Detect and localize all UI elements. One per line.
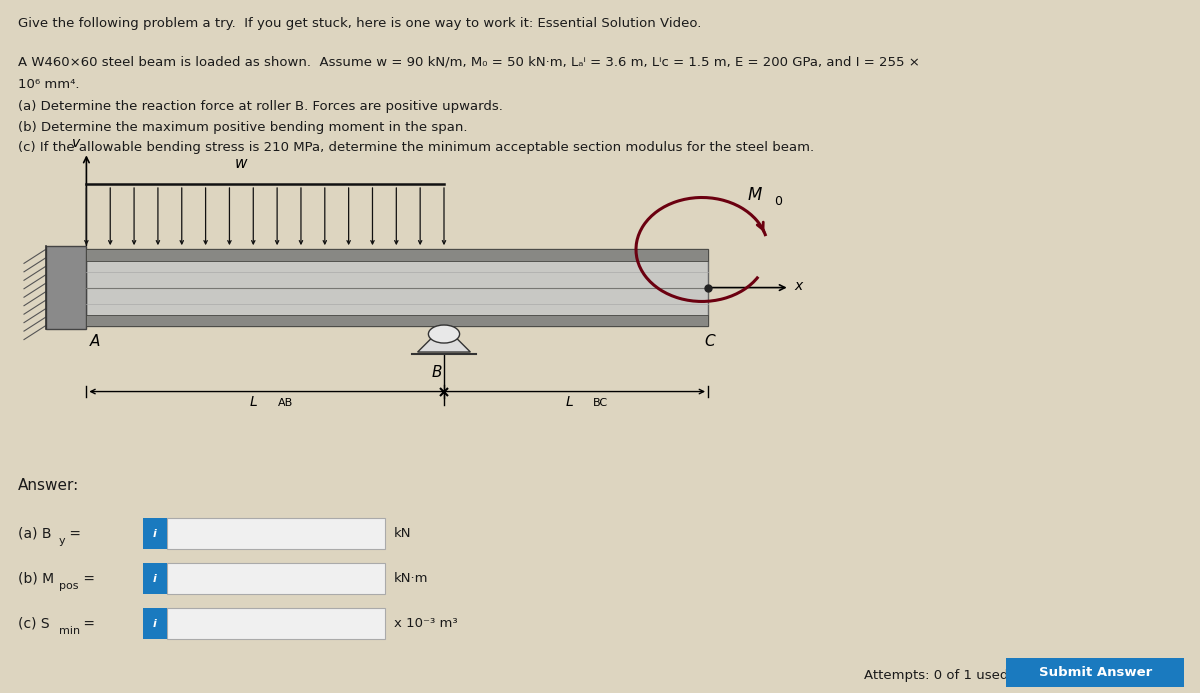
FancyBboxPatch shape	[167, 563, 385, 594]
Text: =: =	[79, 617, 95, 631]
FancyBboxPatch shape	[143, 563, 167, 594]
Text: BC: BC	[593, 398, 607, 408]
Circle shape	[428, 325, 460, 343]
Text: 0: 0	[774, 195, 782, 208]
Text: w: w	[235, 156, 247, 171]
Text: Submit Answer: Submit Answer	[1039, 667, 1152, 679]
Text: AB: AB	[278, 398, 293, 408]
Text: M: M	[748, 186, 762, 204]
Text: (a) Determine the reaction force at roller B. Forces are positive upwards.: (a) Determine the reaction force at roll…	[18, 100, 503, 113]
Text: B: B	[432, 365, 443, 380]
Bar	[86, 315, 708, 326]
FancyBboxPatch shape	[167, 518, 385, 549]
FancyBboxPatch shape	[143, 608, 167, 639]
Text: Answer:: Answer:	[18, 478, 79, 493]
Bar	[86, 249, 708, 326]
Text: Attempts: 0 of 1 used: Attempts: 0 of 1 used	[864, 669, 1008, 682]
Text: kN·m: kN·m	[394, 572, 428, 585]
Text: x 10⁻³ m³: x 10⁻³ m³	[394, 617, 457, 630]
Text: y: y	[59, 536, 66, 545]
Text: C: C	[704, 334, 715, 349]
Text: L: L	[250, 395, 257, 409]
Text: =: =	[79, 572, 95, 586]
Text: =: =	[65, 527, 82, 541]
Text: x: x	[794, 279, 803, 292]
Text: v: v	[72, 136, 80, 150]
Text: A W460×60 steel beam is loaded as shown.  Assume w = 90 kN/m, M₀ = 50 kN·m, Lₐⁱ : A W460×60 steel beam is loaded as shown.…	[18, 55, 920, 69]
FancyBboxPatch shape	[167, 608, 385, 639]
Text: (c) S: (c) S	[18, 617, 49, 631]
Polygon shape	[418, 326, 470, 352]
Text: pos: pos	[59, 581, 78, 590]
Text: (b) Determine the maximum positive bending moment in the span.: (b) Determine the maximum positive bendi…	[18, 121, 468, 134]
Bar	[46, 246, 86, 329]
Text: A: A	[90, 334, 101, 349]
Text: Give the following problem a try.  If you get stuck, here is one way to work it:: Give the following problem a try. If you…	[18, 17, 701, 30]
FancyBboxPatch shape	[1006, 658, 1184, 687]
Bar	[86, 249, 708, 261]
Text: (c) If the allowable bending stress is 210 MPa, determine the minimum acceptable: (c) If the allowable bending stress is 2…	[18, 141, 814, 155]
Text: min: min	[59, 626, 80, 635]
Text: i: i	[152, 529, 157, 538]
Text: 10⁶ mm⁴.: 10⁶ mm⁴.	[18, 78, 79, 91]
Text: L: L	[566, 395, 574, 409]
Text: i: i	[152, 619, 157, 629]
Text: (b) M: (b) M	[18, 572, 54, 586]
Text: i: i	[152, 574, 157, 584]
Text: (a) B: (a) B	[18, 527, 52, 541]
Text: kN: kN	[394, 527, 412, 540]
FancyBboxPatch shape	[143, 518, 167, 549]
